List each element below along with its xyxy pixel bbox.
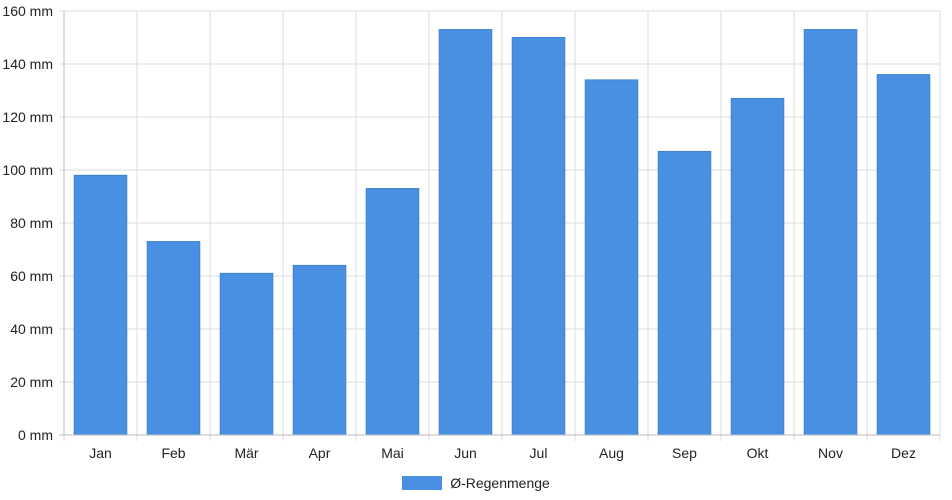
legend-swatch — [402, 476, 443, 490]
axes — [59, 11, 940, 436]
x-tick-label: Jun — [454, 445, 477, 461]
x-tick-label: Jan — [89, 445, 112, 461]
bar — [876, 74, 931, 436]
y-tick-label: 40 mm — [10, 321, 53, 337]
y-tick-label: 0 mm — [18, 427, 53, 443]
legend-label: Ø-Regenmenge — [450, 475, 550, 491]
bar — [219, 272, 274, 436]
x-tick-label: Nov — [818, 445, 843, 461]
legend: Ø-Regenmenge — [0, 472, 952, 494]
x-tick-label: Apr — [309, 445, 331, 461]
x-tick-label: Dez — [891, 445, 916, 461]
bar — [438, 29, 493, 436]
bars — [73, 29, 931, 436]
bar — [657, 150, 712, 436]
y-axis-tick-labels: 0 mm 20 mm 40 mm 60 mm 80 mm 100 mm 120 mm 140 … — [2, 3, 53, 443]
y-tick-label: 20 mm — [10, 374, 53, 390]
y-tick-label: 60 mm — [10, 268, 53, 284]
grid — [59, 10, 941, 441]
x-tick-label: Okt — [747, 445, 769, 461]
bar — [292, 264, 347, 436]
bar — [73, 174, 128, 436]
y-tick-label: 80 mm — [10, 215, 53, 231]
bar — [730, 97, 785, 436]
x-tick-label: Aug — [599, 445, 624, 461]
x-tick-label: Mai — [381, 445, 404, 461]
y-tick-label: 120 mm — [2, 109, 53, 125]
bar — [146, 241, 201, 436]
bar — [365, 188, 420, 436]
bar — [803, 29, 858, 436]
x-axis-tick-labels: Jan Feb Mär Apr Mai Jun Jul Aug Sep Okt Nov Dez — [89, 445, 916, 461]
bar — [511, 37, 566, 436]
rainfall-bar-chart: 0 mm 20 mm 40 mm 60 mm 80 mm 100 mm 120 mm 140 … — [2, 3, 941, 461]
x-tick-label: Feb — [161, 445, 185, 461]
y-tick-label: 140 mm — [2, 56, 53, 72]
y-tick-label: 100 mm — [2, 162, 53, 178]
x-tick-label: Sep — [672, 445, 697, 461]
bar — [584, 79, 639, 436]
x-tick-label: Jul — [530, 445, 548, 461]
x-tick-label: Mär — [234, 445, 258, 461]
y-tick-label: 160 mm — [2, 3, 53, 19]
